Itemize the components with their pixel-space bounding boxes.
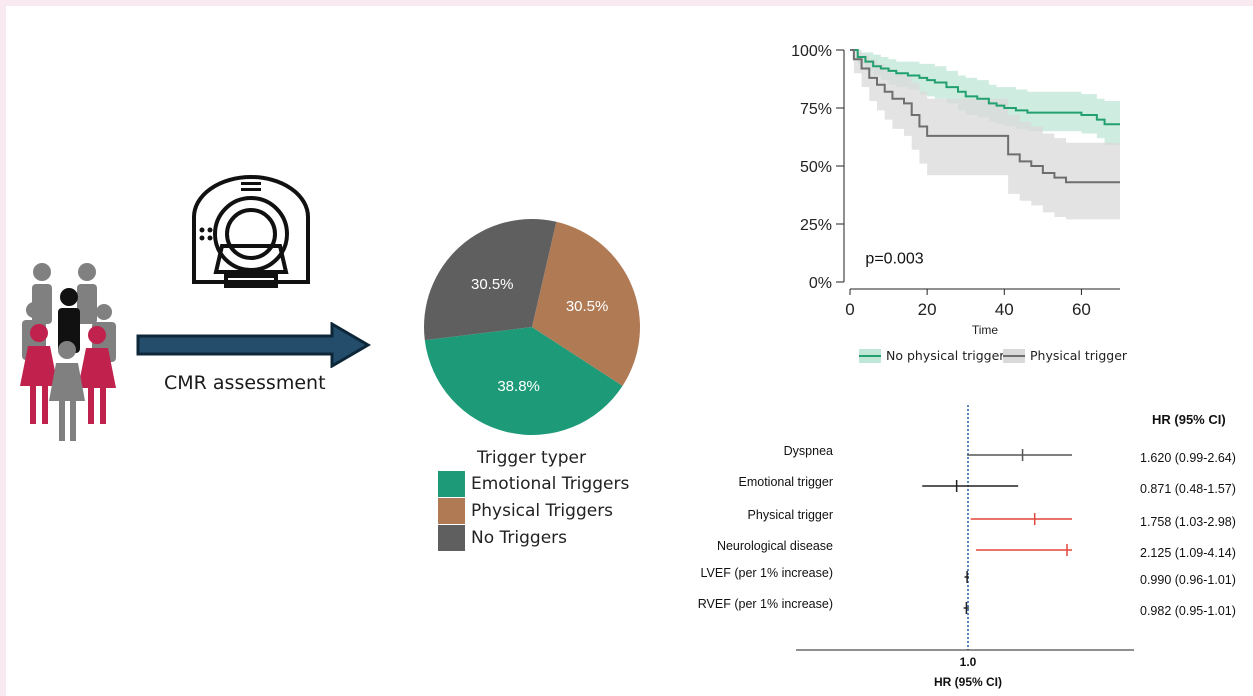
pie-slice-1 <box>532 221 640 386</box>
forest-ref-tick-label: 1.0 <box>960 655 977 669</box>
legend-label-emotional: Emotional Triggers <box>471 474 630 494</box>
km-x-tick-label: 40 <box>995 300 1014 319</box>
forest-row-value: 0.871 (0.48-1.57) <box>1140 482 1236 496</box>
forest-plot: 1.0 HR (95% CI) <box>796 405 1134 689</box>
km-legend-label-no-physical: No physical trigger <box>886 348 1005 363</box>
km-x-axis-label: Time <box>972 323 999 337</box>
forest-row-label: LVEF (per 1% increase) <box>700 566 833 580</box>
forest-row-value: 1.620 (0.99-2.64) <box>1140 451 1236 465</box>
legend-swatch-emotional <box>438 471 465 497</box>
legend-swatch-none <box>438 525 465 551</box>
km-y-tick-label: 0% <box>809 275 832 292</box>
forest-row-label: Dyspnea <box>783 444 833 458</box>
cmr-assessment-label: CMR assessment <box>164 372 326 394</box>
forest-column-header: HR (95% CI) <box>1152 412 1226 427</box>
pie-legend-title: Trigger typer <box>477 448 586 468</box>
km-band-0 <box>850 50 1120 146</box>
legend-label-physical: Physical Triggers <box>471 501 614 521</box>
km-y-tick-label: 100% <box>791 43 832 60</box>
forest-row-label: Physical trigger <box>747 508 833 522</box>
pie-label-0: 38.8% <box>497 378 540 395</box>
km-y-tick-label: 25% <box>800 217 832 234</box>
forest-row-label: Neurological disease <box>716 539 833 553</box>
legend-swatch-physical <box>438 498 465 524</box>
flow-arrow <box>136 322 371 368</box>
pie-slice-0 <box>424 327 623 435</box>
km-p-value: p=0.003 <box>865 250 923 267</box>
forest-row-label: Emotional trigger <box>738 475 834 489</box>
legend-emotional: Emotional Triggers <box>438 471 629 497</box>
km-legend-no-physical: No physical trigger <box>859 348 1004 363</box>
legend-label-none: No Triggers <box>471 528 568 548</box>
km-survival-chart: 0% 25% 50% 75% 100% 0 20 40 60 Time p=0.003 <box>791 43 1120 337</box>
legend-physical: Physical Triggers <box>438 498 613 524</box>
km-band-1 <box>850 50 1120 220</box>
legend-none: No Triggers <box>438 525 567 551</box>
km-y-tick-label: 75% <box>800 101 832 118</box>
km-swatch-no-physical <box>859 348 881 363</box>
patient-group-icon <box>20 263 116 441</box>
km-swatch-physical <box>1003 348 1025 363</box>
forest-row-value: 2.125 (1.09-4.14) <box>1140 546 1236 560</box>
pie-label-1: 30.5% <box>566 298 609 315</box>
mri-scanner-icon <box>192 175 310 288</box>
km-legend-label-physical: Physical trigger <box>1030 348 1128 363</box>
forest-row-value: 0.990 (0.96-1.01) <box>1140 573 1236 587</box>
km-x-tick-label: 20 <box>918 300 937 319</box>
forest-row-value: 1.758 (1.03-2.98) <box>1140 515 1236 529</box>
forest-row-value: 0.982 (0.95-1.01) <box>1140 604 1236 618</box>
forest-row-label: RVEF (per 1% increase) <box>697 597 833 611</box>
forest-x-axis-label: HR (95% CI) <box>934 675 1002 689</box>
km-y-tick-label: 50% <box>800 159 832 176</box>
km-line-0 <box>850 49 1120 126</box>
km-line-1 <box>850 49 1120 184</box>
pie-label-2: 30.5% <box>471 276 514 293</box>
km-x-tick-label: 0 <box>845 300 854 319</box>
pie-slice-2 <box>424 219 557 341</box>
km-legend-physical: Physical trigger <box>1003 348 1127 363</box>
trigger-pie-chart: 38.8% 30.5% 30.5% <box>424 219 640 435</box>
km-x-tick-label: 60 <box>1072 300 1091 319</box>
